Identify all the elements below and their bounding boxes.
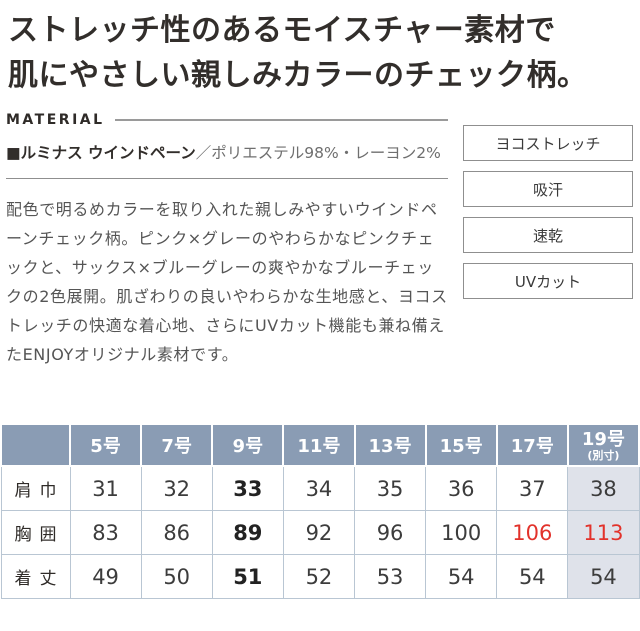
size-col-header-17: 17号 (495, 423, 569, 467)
headline-line1: ストレッチ性のあるモイスチャー素材で (8, 13, 556, 48)
size-cell: 54 (425, 554, 498, 599)
size-col-header-5: 5号 (68, 423, 143, 467)
size-col-header-15: 15号 (424, 423, 498, 467)
feature-badge-label: ヨコストレッチ (495, 134, 601, 153)
table-row-shoulder-width: 肩巾 31 32 33 34 35 36 37 38 (0, 465, 640, 511)
size-table-header-row: 5号 7号 9号 11号 13号 15号 17号 19号 (別寸) (0, 423, 640, 467)
feature-badge-label: 吸汗 (532, 180, 563, 199)
material-description: 配色で明るめカラーを取り入れた親しみやすいウインドペーンチェック柄。ピンク×グレ… (6, 200, 448, 364)
size-col-header-13: 13号 (353, 423, 427, 467)
material-label: MATERIAL (6, 112, 105, 128)
size-cell: 83 (69, 510, 142, 555)
size-cell: 49 (69, 554, 142, 599)
feature-badge-uv-cut: UVカット (463, 263, 633, 299)
feature-badge-sweat-absorb: 吸汗 (463, 171, 633, 207)
size-cell: 36 (425, 465, 498, 511)
size-col-header-19-main: 19号 (581, 428, 625, 450)
material-section: MATERIAL ■ルミナス ウインドペーン／ポリエステル98%・レーヨン2% … (6, 112, 448, 369)
table-row-chest: 胸囲 83 86 89 92 96 100 106 113 (0, 510, 640, 555)
size-cell: 106 (496, 510, 569, 555)
material-line: ■ルミナス ウインドペーン／ポリエステル98%・レーヨン2% (6, 141, 448, 163)
size-col-header-11: 11号 (282, 423, 356, 467)
material-header: MATERIAL (6, 112, 448, 128)
row-label-body-length: 着丈 (0, 554, 71, 599)
size-col-header-19: 19号 (別寸) (566, 423, 640, 467)
material-divider (6, 178, 448, 179)
size-cell: 86 (140, 510, 213, 555)
size-col-header-19-note: (別寸) (587, 448, 620, 462)
material-composition: ／ポリエステル98%・レーヨン2% (195, 144, 441, 162)
feature-badges: ヨコストレッチ 吸汗 速乾 UVカット (463, 125, 633, 309)
size-cell: 50 (140, 554, 213, 599)
size-table-corner-cell (0, 423, 71, 467)
size-cell: 51 (211, 554, 284, 599)
size-cell: 89 (211, 510, 284, 555)
size-cell: 92 (282, 510, 356, 555)
feature-badge-label: 速乾 (532, 226, 563, 245)
table-row-body-length: 着丈 49 50 51 52 53 54 54 54 (0, 554, 640, 599)
size-cell: 113 (567, 510, 640, 555)
headline: ストレッチ性のあるモイスチャー素材で 肌にやさしい親しみカラーのチェック柄。 (8, 8, 628, 98)
size-cell: 35 (353, 465, 427, 511)
size-col-header-7: 7号 (140, 423, 214, 467)
size-cell: 54 (567, 554, 640, 599)
size-cell: 100 (425, 510, 498, 555)
material-name: ■ルミナス ウインドペーン (6, 144, 196, 162)
size-cell: 33 (211, 465, 284, 511)
size-cell: 52 (282, 554, 356, 599)
size-cell: 37 (496, 465, 569, 511)
size-col-header-9: 9号 (211, 423, 285, 467)
row-label-shoulder-width: 肩巾 (0, 465, 71, 511)
feature-badge-label: UVカット (514, 272, 582, 291)
headline-line2: 肌にやさしい親しみカラーのチェック柄。 (8, 58, 588, 93)
size-cell: 34 (282, 465, 356, 511)
size-cell: 38 (567, 465, 640, 511)
size-cell: 54 (496, 554, 569, 599)
row-label-chest: 胸囲 (0, 510, 71, 555)
size-table: 5号 7号 9号 11号 13号 15号 17号 19号 (別寸) 肩巾 31 … (0, 423, 640, 599)
feature-badge-yokostretch: ヨコストレッチ (463, 125, 633, 161)
material-rule (114, 119, 448, 121)
size-cell: 53 (353, 554, 427, 599)
size-cell: 31 (69, 465, 142, 511)
feature-badge-quick-dry: 速乾 (463, 217, 633, 253)
size-cell: 96 (353, 510, 427, 555)
size-cell: 32 (140, 465, 213, 511)
